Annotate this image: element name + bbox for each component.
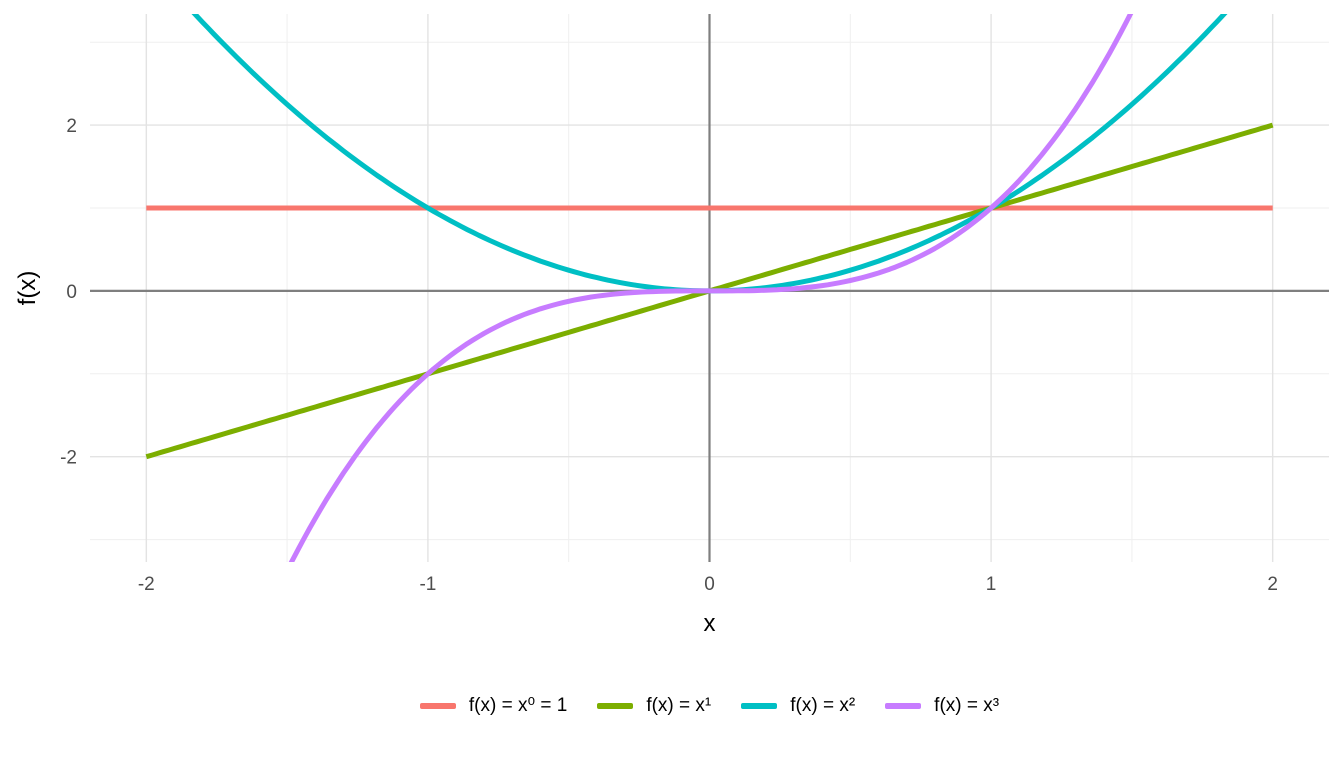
curve-x3 — [288, 14, 1134, 562]
y-tick-label: 0 — [66, 282, 77, 303]
x-tick-label: 0 — [704, 574, 715, 595]
legend-item-x2: f(x) = x² — [741, 695, 855, 717]
legend: f(x) = x⁰ = 1 f(x) = x¹ f(x) = x² f(x) =… — [90, 694, 1329, 717]
legend-item-x1: f(x) = x¹ — [597, 695, 711, 717]
x-tick-label: -2 — [138, 574, 155, 595]
x-axis-title: x — [703, 610, 716, 637]
legend-key-x0 — [419, 702, 456, 709]
legend-label-x0: f(x) = x⁰ = 1 — [468, 695, 568, 716]
legend-item-x0: f(x) = x⁰ = 1 — [419, 694, 568, 717]
legend-label-x3: f(x) = x³ — [934, 694, 1000, 716]
x-tick-label: 1 — [986, 574, 997, 595]
legend-label-x2: f(x) = x² — [790, 694, 856, 716]
y-tick-label: 2 — [66, 116, 77, 137]
plot-svg: -2 -1 0 1 2 -2 0 2 — [60, 14, 1329, 595]
x-tick-label: -1 — [419, 574, 436, 595]
legend-key-x1 — [597, 702, 634, 709]
y-axis-title: f(x) — [14, 270, 41, 306]
legend-item-x3: f(x) = x³ — [885, 695, 999, 717]
y-tick-label: -2 — [60, 448, 77, 469]
legend-label-x1: f(x) = x¹ — [646, 694, 712, 716]
legend-key-x3 — [885, 702, 922, 709]
x-tick-label: 2 — [1267, 574, 1278, 595]
legend-key-x2 — [741, 702, 778, 709]
